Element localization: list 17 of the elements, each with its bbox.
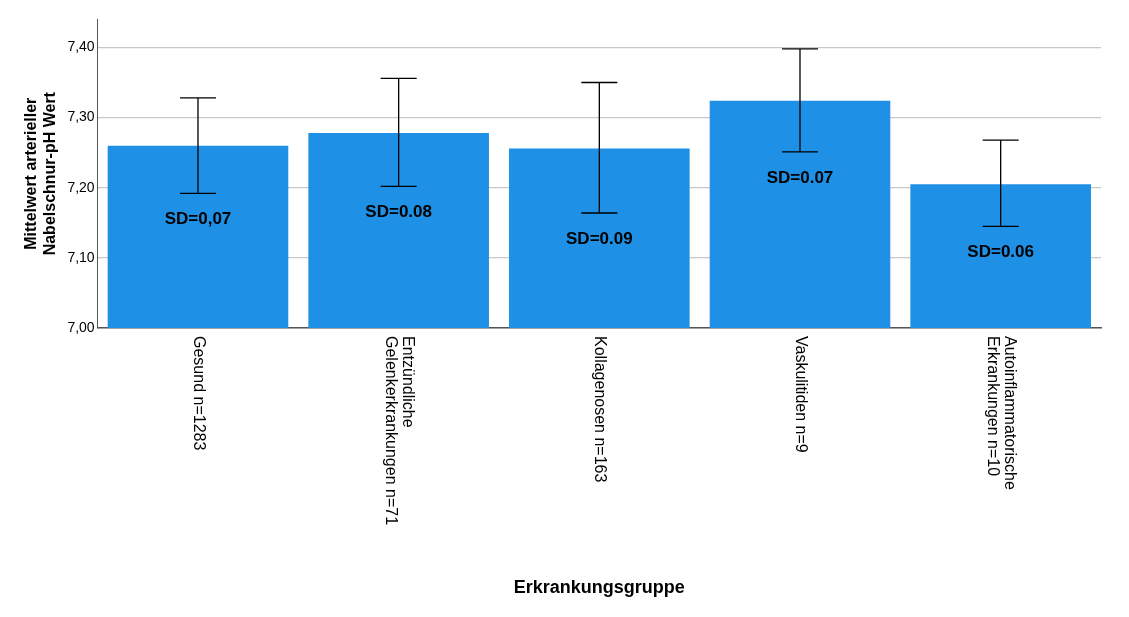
y-tick-label: 7,10 bbox=[67, 248, 95, 265]
x-tick-label: Gesund n=1283 bbox=[190, 336, 208, 451]
x-tick-label: Entzündliche Gelenkerkrankungen n=71 bbox=[382, 336, 417, 526]
annotation: SD=0.06 bbox=[967, 241, 1034, 261]
y-tick-label: 7,30 bbox=[67, 108, 95, 125]
x-axis-title: Erkrankungsgruppe bbox=[513, 577, 685, 598]
annotation: SD=0.08 bbox=[365, 202, 432, 222]
annotation: SD=0.09 bbox=[566, 228, 633, 248]
y-tick-label: 7,40 bbox=[67, 38, 95, 55]
annotation: SD=0.07 bbox=[766, 167, 834, 187]
x-tick-label: Autoinflammatorische Erkrankungen n=10 bbox=[984, 336, 1019, 490]
x-tick-label: Kollagenosen n=163 bbox=[591, 336, 609, 483]
annotation: SD=0,07 bbox=[164, 209, 232, 229]
x-tick-label: Vaskulitiden n=9 bbox=[792, 336, 810, 453]
y-axis-title: Mittelwert arterieller Nabelschnur-pH Wert bbox=[22, 91, 59, 256]
y-tick-label: 7,20 bbox=[67, 178, 95, 195]
y-tick-label: 7,00 bbox=[67, 318, 95, 335]
